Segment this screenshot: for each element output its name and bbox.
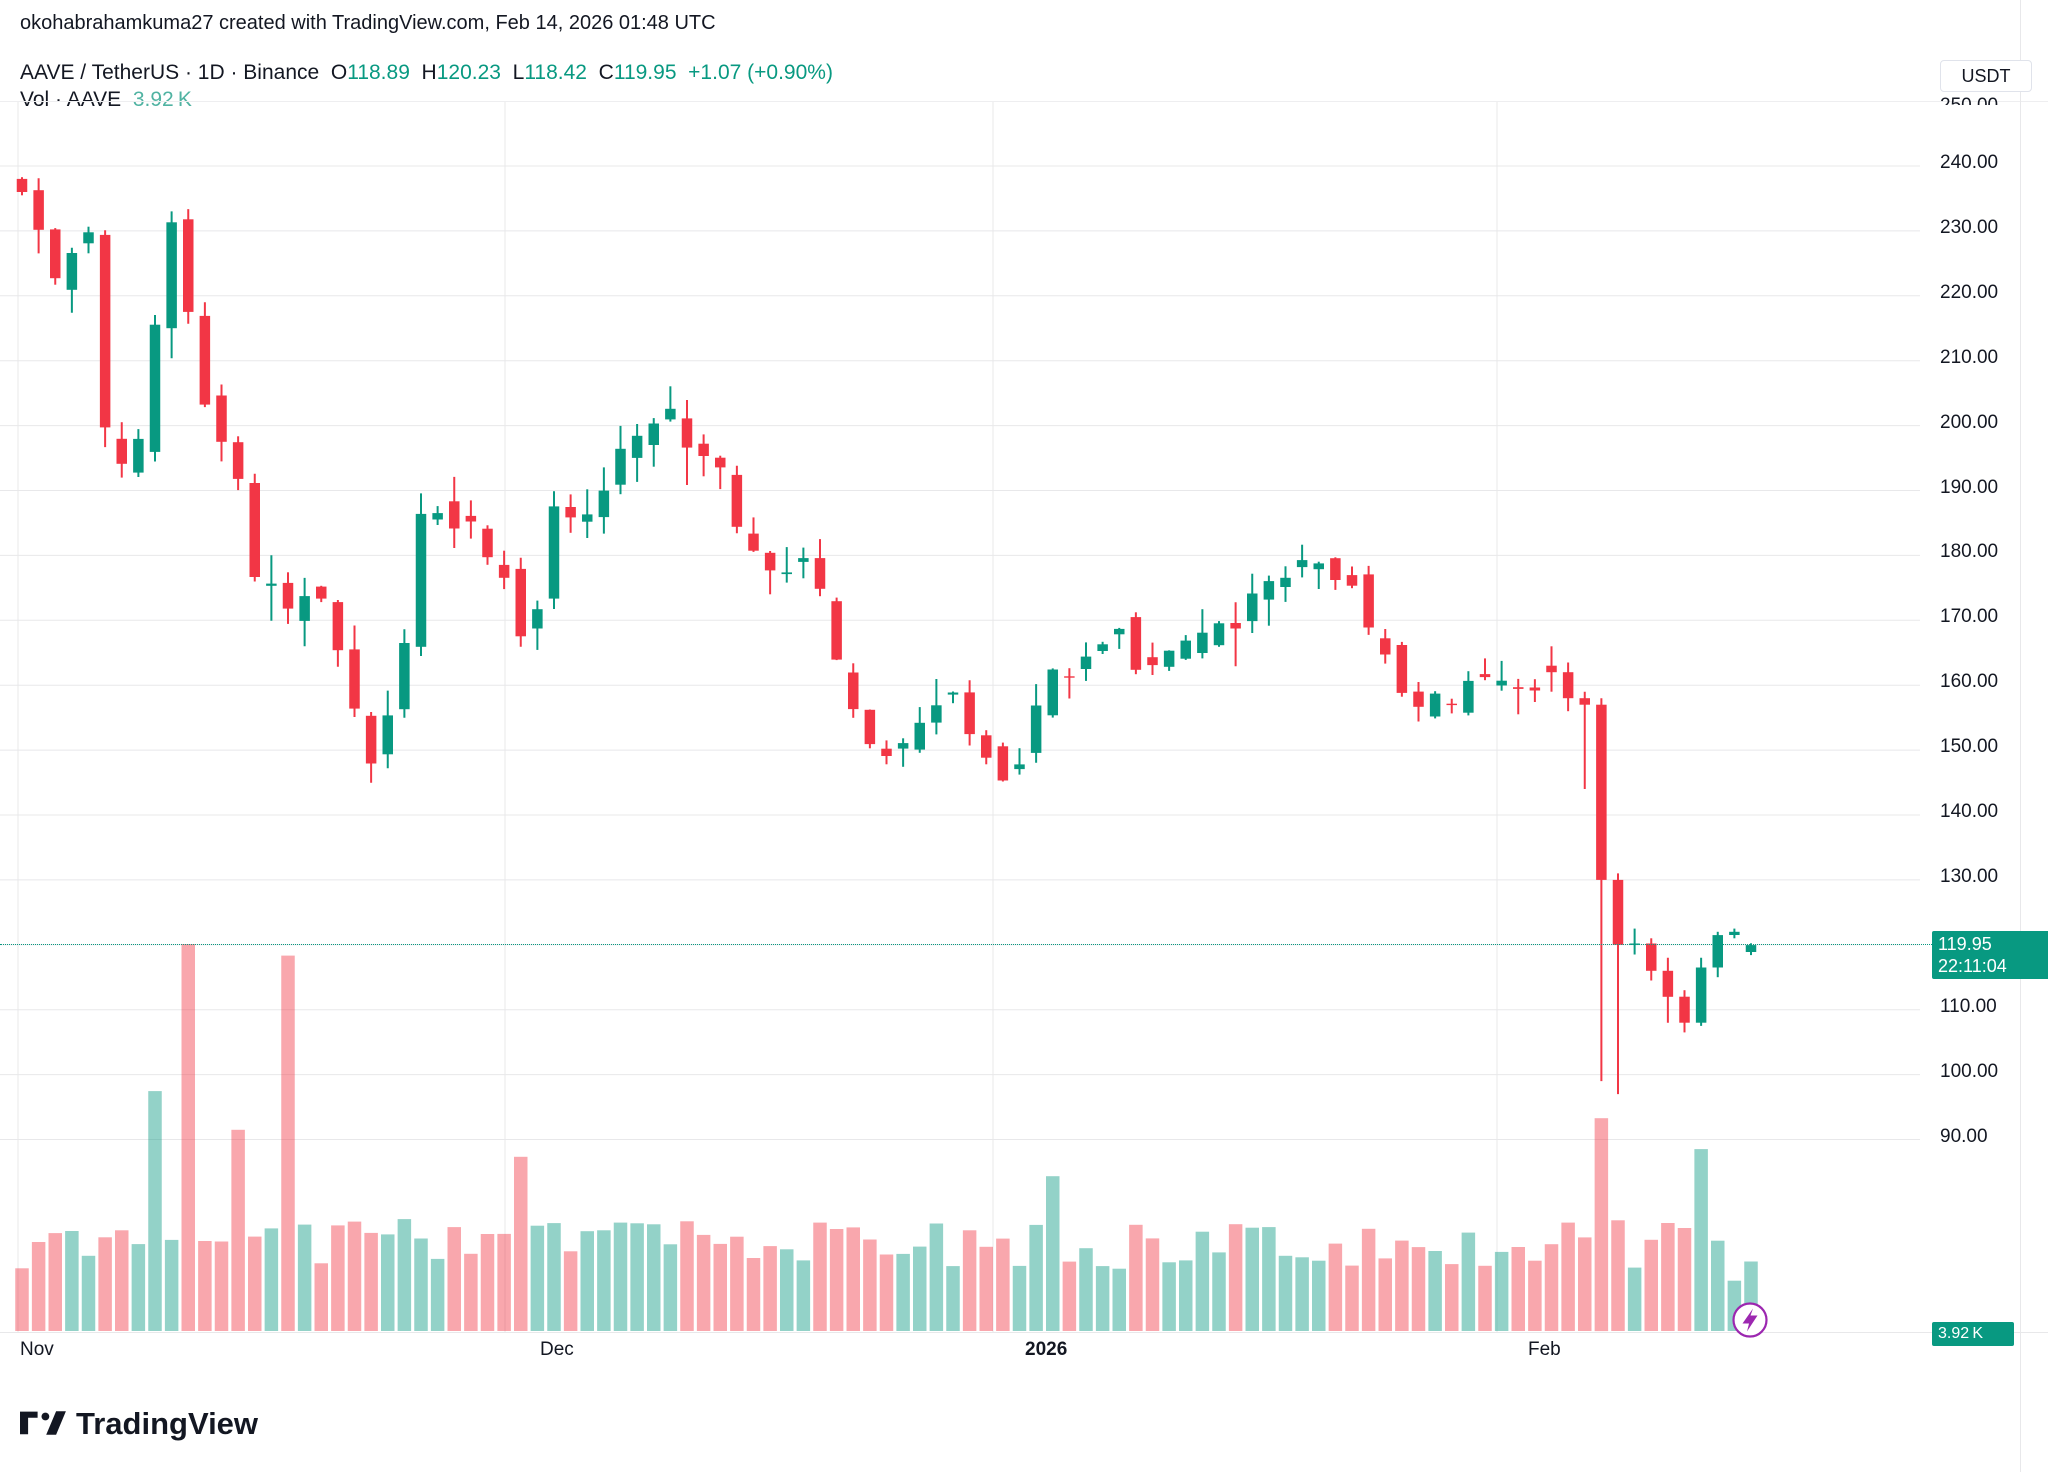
svg-text:TradingView: TradingView	[76, 1406, 259, 1441]
